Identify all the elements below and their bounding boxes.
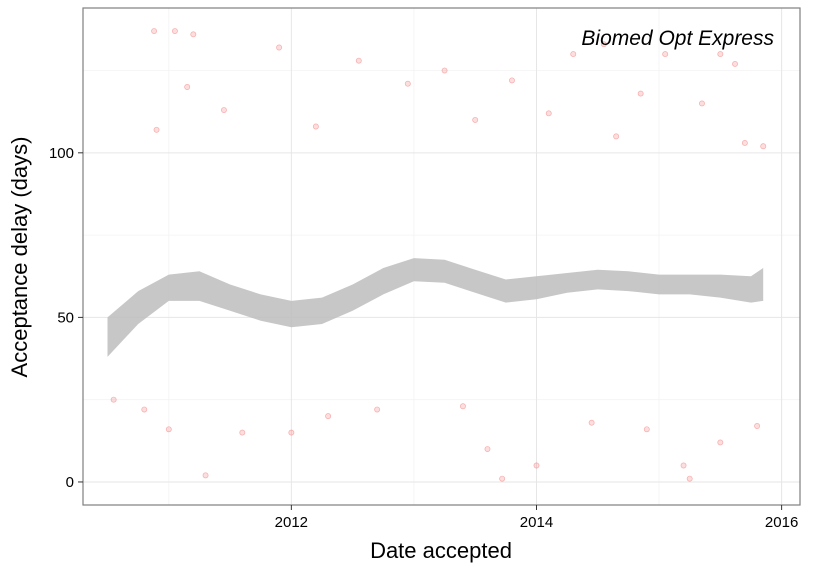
- data-point: [165, 426, 172, 433]
- data-point: [662, 51, 669, 58]
- data-point: [499, 475, 506, 482]
- plot-panel-background: [83, 8, 800, 505]
- data-point: [151, 28, 158, 34]
- data-point: [325, 413, 332, 420]
- data-point: [717, 51, 724, 58]
- data-point: [680, 462, 687, 469]
- data-point: [484, 446, 491, 452]
- minor-gridlines: [83, 8, 800, 505]
- data-point: [239, 429, 246, 436]
- data-point: [643, 426, 650, 433]
- panel-annotation: Biomed Opt Express: [581, 27, 774, 50]
- x-tick-label: 2012: [275, 514, 308, 531]
- data-point: [190, 31, 197, 38]
- data-point: [472, 116, 479, 123]
- data-point: [545, 110, 552, 117]
- y-axis-title: Acceptance delay (days): [7, 137, 32, 378]
- data-point: [141, 406, 148, 413]
- x-axis: 2012 2014 2016: [275, 505, 798, 531]
- data-point: [171, 28, 178, 34]
- major-gridlines: [83, 8, 800, 505]
- data-point: [698, 100, 705, 107]
- data-point: [732, 61, 738, 67]
- x-axis-title: Date accepted: [370, 538, 512, 563]
- data-point: [686, 475, 693, 482]
- data-point: [717, 439, 724, 446]
- data-point: [374, 406, 381, 413]
- data-point: [754, 423, 761, 429]
- data-point: [153, 126, 160, 133]
- smooth-trend: [107, 258, 764, 357]
- data-point: [570, 51, 577, 58]
- y-axis: 0 50 100: [49, 145, 83, 491]
- confidence-band: [107, 258, 764, 357]
- data-point: [110, 396, 117, 403]
- data-point: [404, 80, 411, 87]
- data-point: [741, 139, 748, 146]
- y-tick-label: 0: [66, 474, 74, 491]
- data-point: [600, 41, 607, 48]
- data-point: [533, 462, 540, 469]
- data-point: [509, 77, 515, 84]
- x-tick-label: 2016: [765, 514, 798, 531]
- data-point: [760, 143, 767, 150]
- data-point: [588, 419, 595, 426]
- data-point: [459, 403, 466, 410]
- data-point: [637, 90, 644, 97]
- data-point: [288, 429, 295, 436]
- data-point: [276, 44, 283, 51]
- x-tick-label: 2014: [520, 514, 553, 531]
- y-tick-label: 50: [57, 309, 74, 326]
- plot-panel-border: [82, 7, 801, 506]
- data-point: [220, 107, 227, 113]
- data-point: [441, 67, 448, 74]
- data-point: [184, 84, 191, 90]
- data-point: [312, 123, 319, 130]
- data-point: [613, 133, 620, 140]
- data-point: [202, 472, 209, 479]
- y-tick-label: 100: [49, 145, 74, 162]
- data-points: [110, 28, 767, 482]
- data-point: [355, 57, 362, 64]
